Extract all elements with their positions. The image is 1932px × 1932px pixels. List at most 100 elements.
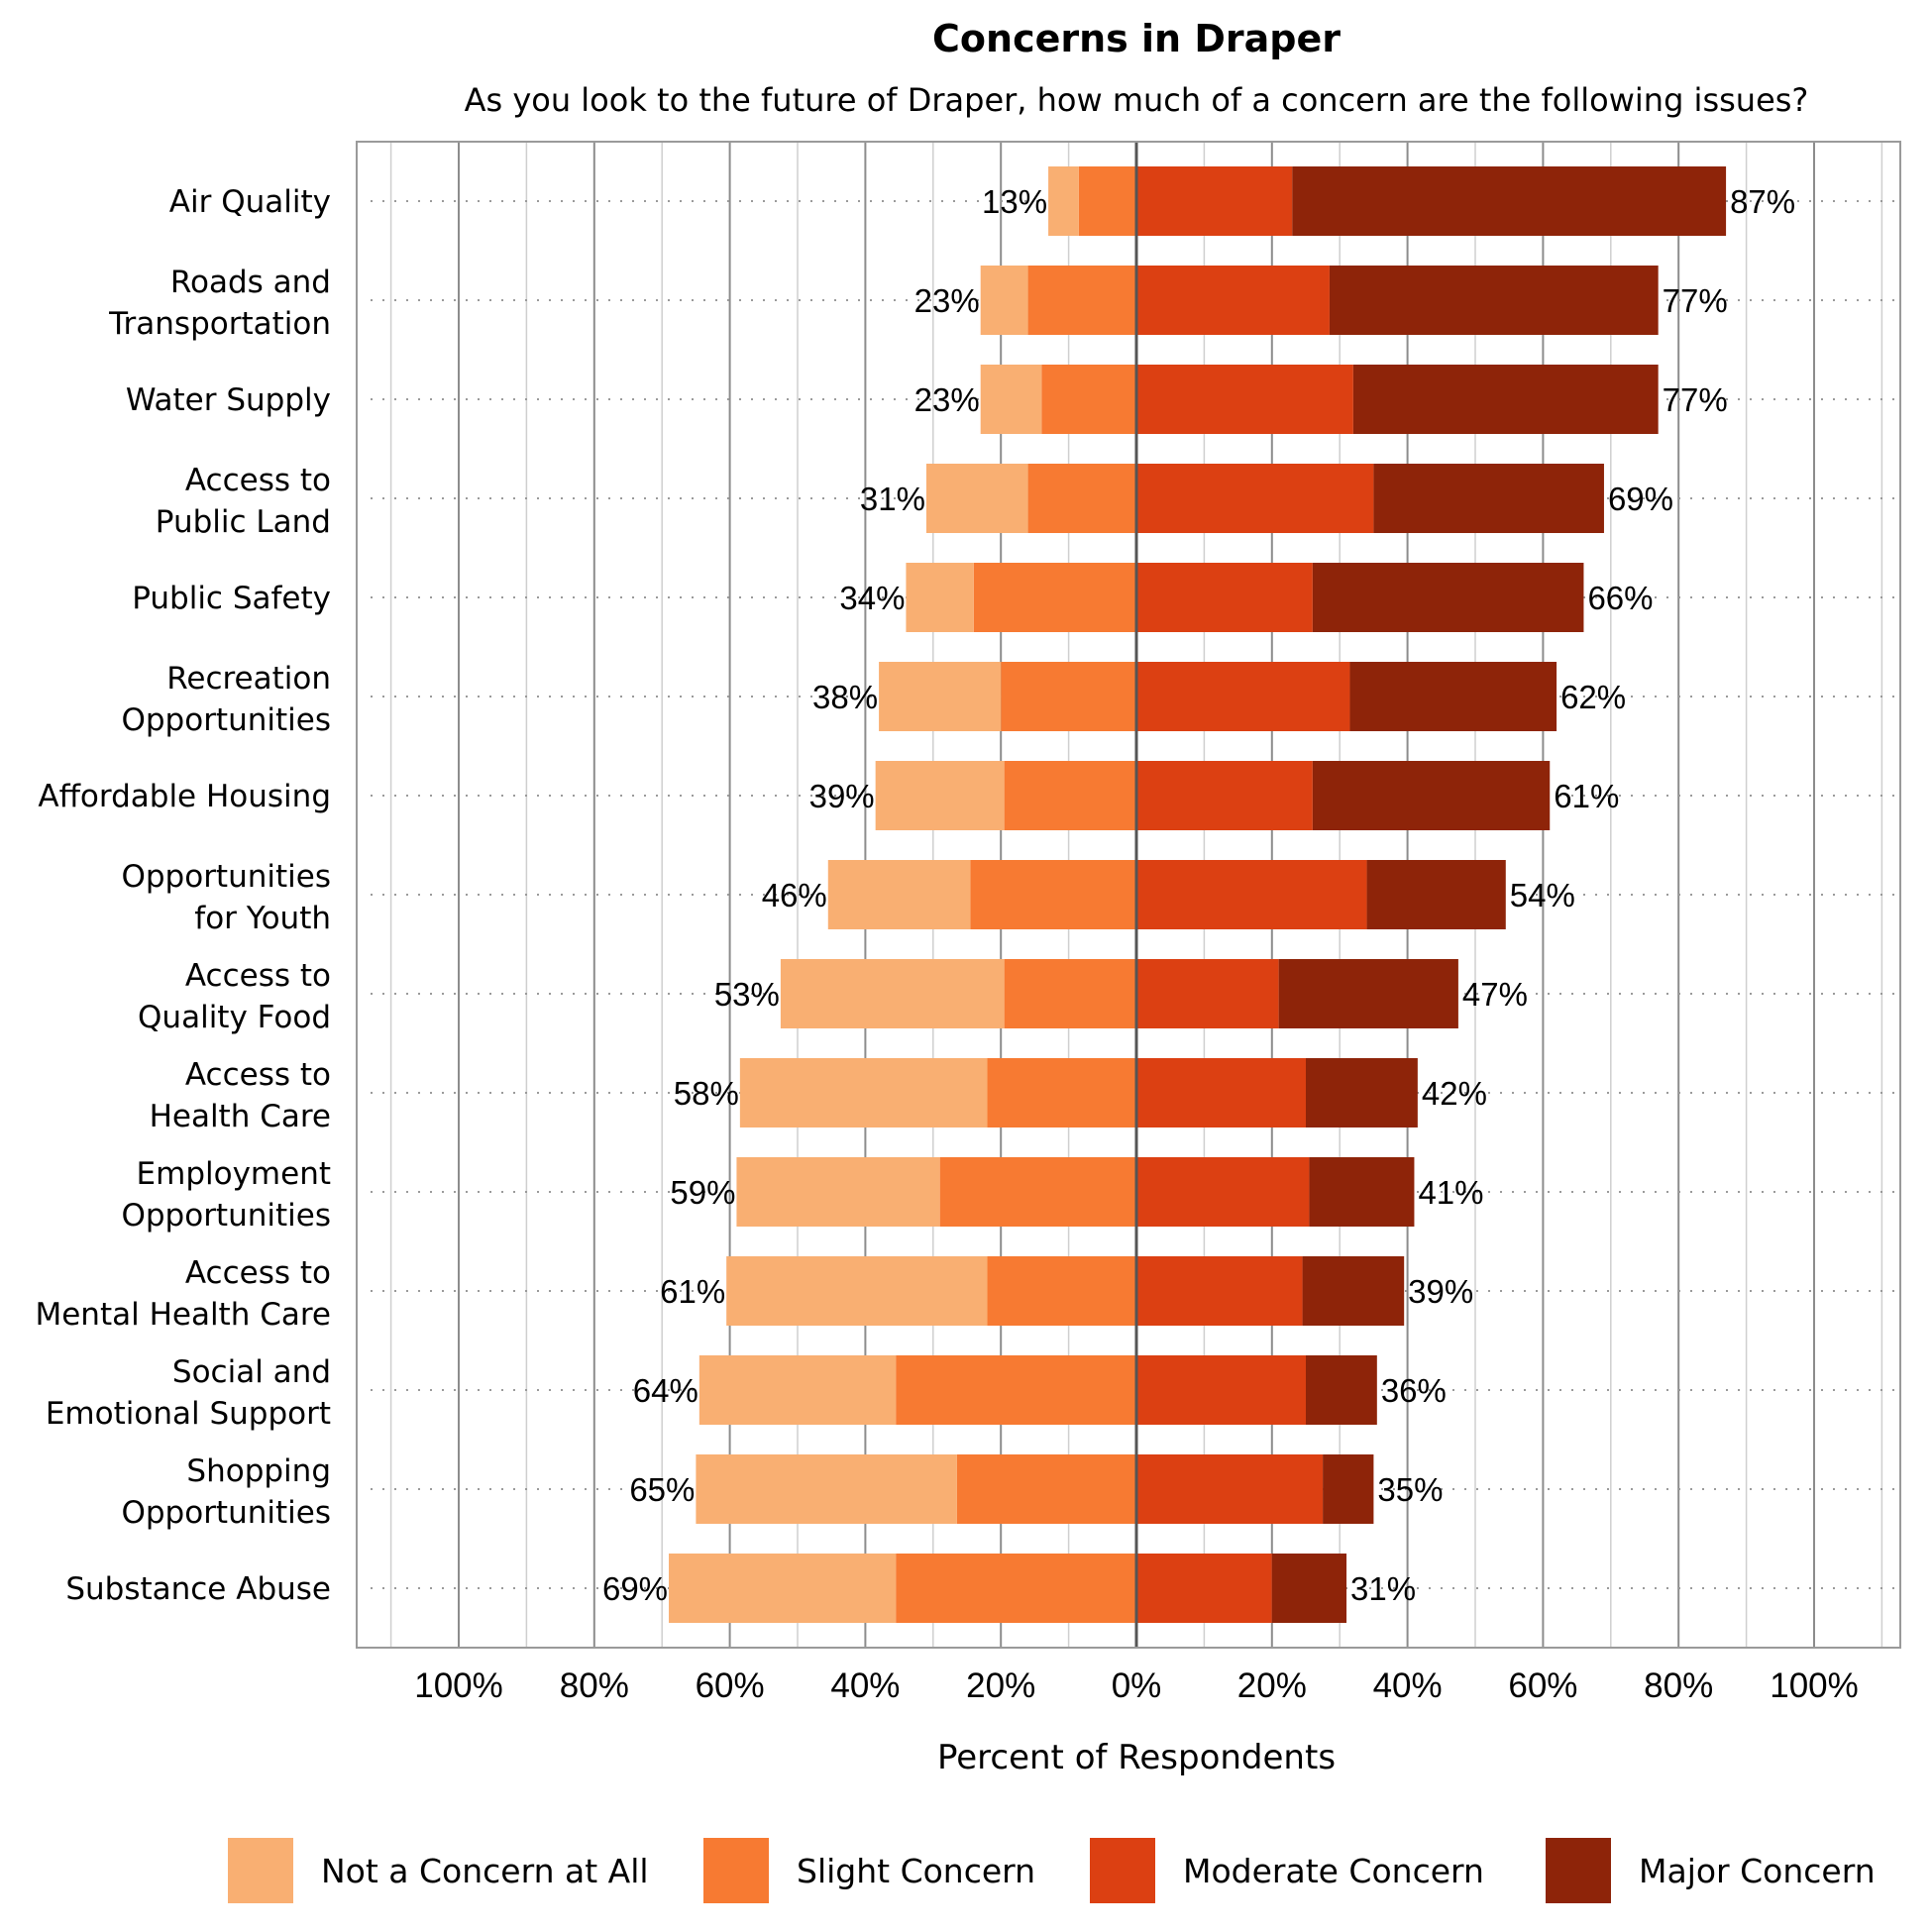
negative-total-label: 31% (860, 481, 925, 517)
x-tick-label: 100% (1770, 1666, 1859, 1705)
bar-slight-concern (987, 1256, 1136, 1326)
legend-label: Major Concern (1639, 1852, 1876, 1890)
bar-not-a-concern (698, 1355, 897, 1425)
bar-major-concern (1323, 1454, 1374, 1524)
bar-slight-concern (956, 1454, 1136, 1524)
bar-not-a-concern (736, 1157, 940, 1227)
negative-total-label: 38% (812, 679, 878, 715)
bar-moderate-concern (1136, 1058, 1306, 1127)
category-label: Opportunities (121, 1495, 331, 1531)
bar-moderate-concern (1136, 365, 1353, 434)
legend-label: Not a Concern at All (321, 1852, 649, 1890)
bar-slight-concern (987, 1058, 1136, 1127)
positive-total-label: 54% (1510, 877, 1575, 913)
x-tick-label: 20% (1237, 1666, 1307, 1705)
bar-not-a-concern (1048, 166, 1079, 236)
negative-total-label: 13% (982, 183, 1047, 220)
bar-not-a-concern (726, 1256, 988, 1326)
negative-total-label: 61% (660, 1273, 725, 1310)
bar-major-concern (1278, 959, 1458, 1028)
bar-major-concern (1309, 1157, 1415, 1227)
x-tick-label: 80% (560, 1666, 629, 1705)
bar-slight-concern (1027, 464, 1136, 533)
category-label: Mental Health Care (35, 1297, 331, 1333)
bar-slight-concern (1001, 662, 1136, 731)
legend-label: Moderate Concern (1183, 1852, 1484, 1890)
negative-total-label: 23% (914, 381, 980, 418)
positive-total-label: 41% (1418, 1174, 1483, 1211)
category-label: Opportunities (121, 1198, 331, 1234)
negative-total-label: 23% (914, 282, 980, 319)
category-label: Health Care (150, 1099, 331, 1134)
bar-not-a-concern (980, 365, 1042, 434)
category-label: Opportunities (121, 859, 331, 895)
positive-total-label: 77% (1663, 282, 1728, 319)
category-label: Public Safety (132, 581, 331, 616)
category-label: Water Supply (126, 382, 331, 418)
bars (669, 166, 1727, 1623)
negative-total-label: 46% (762, 877, 827, 913)
category-label: Access to (185, 1057, 331, 1093)
bar-slight-concern (1004, 959, 1136, 1028)
chart-title: Concerns in Draper (932, 17, 1341, 60)
negative-total-label: 34% (839, 580, 905, 616)
bar-slight-concern (896, 1355, 1136, 1425)
category-label: Access to (185, 463, 331, 498)
bar-moderate-concern (1136, 1355, 1306, 1425)
x-tick-label: 80% (1644, 1666, 1713, 1705)
bar-slight-concern (1004, 761, 1136, 830)
positive-total-label: 66% (1587, 580, 1653, 616)
bar-slight-concern (896, 1554, 1136, 1623)
bar-not-a-concern (925, 464, 1028, 533)
legend-swatch (1546, 1838, 1611, 1903)
category-label: Access to (185, 958, 331, 994)
value-labels: 13% 87% 23% 77% 23% 77% 31% 69% 34% 66% 38% 62% 39% 6… (602, 183, 1795, 1607)
category-label: Recreation (166, 661, 331, 697)
positive-total-label: 77% (1663, 381, 1728, 418)
bar-not-a-concern (696, 1454, 957, 1524)
plot-frame (356, 141, 1901, 1649)
negative-total-label: 58% (674, 1075, 739, 1112)
category-label: Opportunities (121, 702, 331, 738)
category-label: Transportation (108, 306, 331, 342)
bar-not-a-concern (780, 959, 1005, 1028)
bar-major-concern (1306, 1355, 1377, 1425)
category-label: Social and (172, 1354, 331, 1390)
bar-moderate-concern (1136, 464, 1374, 533)
category-label: Roads and (170, 265, 331, 300)
bar-major-concern (1312, 563, 1584, 632)
bar-major-concern (1292, 166, 1727, 236)
bar-not-a-concern (980, 266, 1028, 335)
bar-moderate-concern (1136, 662, 1350, 731)
positive-total-label: 31% (1350, 1570, 1416, 1607)
bar-moderate-concern (1136, 563, 1313, 632)
bar-not-a-concern (906, 563, 974, 632)
x-tick-label: 60% (1508, 1666, 1577, 1705)
positive-total-label: 42% (1422, 1075, 1487, 1112)
bar-major-concern (1373, 464, 1604, 533)
bar-major-concern (1352, 365, 1659, 434)
bar-moderate-concern (1136, 959, 1279, 1028)
bar-moderate-concern (1136, 761, 1313, 830)
bar-moderate-concern (1136, 860, 1367, 929)
negative-total-label: 69% (602, 1570, 668, 1607)
bar-moderate-concern (1136, 166, 1293, 236)
negative-total-label: 59% (670, 1174, 735, 1211)
category-label: for Youth (194, 901, 331, 936)
chart-subtitle: As you look to the future of Draper, how… (465, 81, 1809, 119)
category-label: Employment (137, 1156, 331, 1192)
bar-slight-concern (970, 860, 1136, 929)
bar-moderate-concern (1136, 266, 1330, 335)
category-label: Air Quality (169, 184, 331, 220)
x-tick-labels: 100% 80% 60% 40% 20% 0% 20% 40% 60% 80% 100% (414, 1666, 1859, 1705)
bar-moderate-concern (1136, 1157, 1310, 1227)
bar-not-a-concern (669, 1554, 897, 1623)
legend-label: Slight Concern (797, 1852, 1035, 1890)
bar-major-concern (1349, 662, 1557, 731)
positive-total-label: 69% (1608, 481, 1673, 517)
category-label: Public Land (156, 504, 331, 540)
legend-swatch (228, 1838, 293, 1903)
bar-not-a-concern (879, 662, 1002, 731)
positive-total-label: 61% (1554, 778, 1619, 814)
